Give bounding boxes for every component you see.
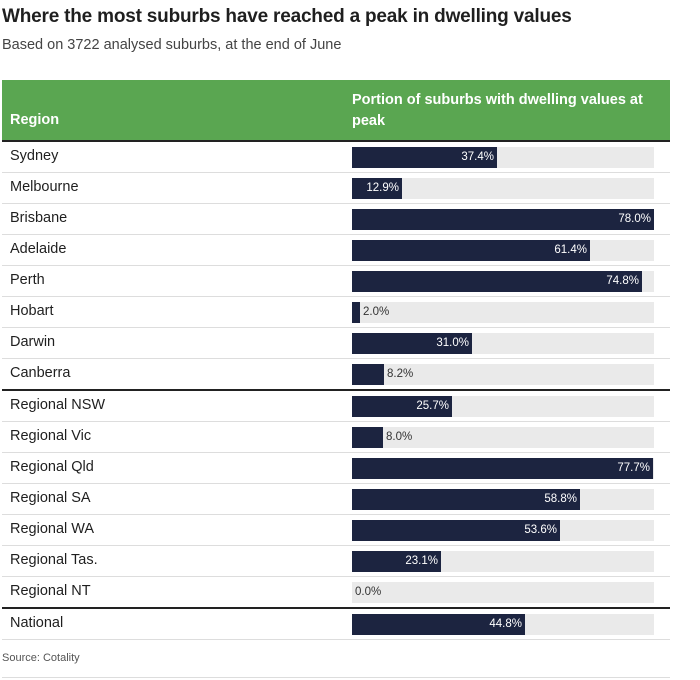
bar-track: 77.7% [352, 458, 654, 479]
bar [352, 614, 525, 635]
bar-track: 2.0% [352, 302, 654, 323]
bar [352, 520, 560, 541]
value-label: 25.7% [416, 400, 449, 412]
value-label: 2.0% [363, 306, 390, 318]
table-row: Regional NT 0.0% [2, 577, 670, 609]
bar-track: 8.0% [352, 427, 654, 448]
bar [352, 147, 497, 168]
region-label: Regional NSW [10, 397, 106, 413]
chart-title: Where the most suburbs have reached a pe… [2, 6, 572, 27]
table-header: Region Portion of suburbs with dwelling … [2, 80, 670, 142]
table-row: Perth 74.8% [2, 266, 670, 297]
region-label: Regional Tas. [10, 552, 98, 568]
bar [352, 551, 441, 572]
value-label: 12.9% [366, 182, 399, 194]
region-label: Melbourne [10, 179, 79, 195]
region-label: Sydney [10, 148, 59, 164]
source-note: Source: Cotality [2, 652, 80, 664]
region-label: Perth [10, 272, 45, 288]
value-label: 61.4% [554, 244, 587, 256]
bar-track: 0.0% [352, 582, 654, 603]
region-label: Brisbane [10, 210, 68, 226]
bar-track: 44.8% [352, 614, 654, 635]
bar-track: 58.8% [352, 489, 654, 510]
region-label: National [10, 615, 64, 631]
table-row: Brisbane 78.0% [2, 204, 670, 235]
bar-track: 31.0% [352, 333, 654, 354]
bar [352, 271, 642, 292]
bar [352, 209, 654, 230]
value-label: 53.6% [524, 524, 557, 536]
bar-track: 74.8% [352, 271, 654, 292]
region-label: Canberra [10, 365, 71, 381]
value-label: 8.0% [386, 431, 413, 443]
bar [352, 333, 472, 354]
bar [352, 427, 383, 448]
table-row: Adelaide 61.4% [2, 235, 670, 266]
bar [352, 178, 402, 199]
region-label: Hobart [10, 303, 54, 319]
region-label: Adelaide [10, 241, 67, 257]
bar-track: 12.9% [352, 178, 654, 199]
bar-track: 61.4% [352, 240, 654, 261]
region-label: Regional WA [10, 521, 95, 537]
table-row: Regional SA 58.8% [2, 484, 670, 515]
bar [352, 240, 590, 261]
table-row: Canberra 8.2% [2, 359, 670, 391]
bar [352, 364, 384, 385]
table-row: Regional Tas. 23.1% [2, 546, 670, 577]
chart-subtitle: Based on 3722 analysed suburbs, at the e… [2, 37, 342, 53]
table-row: Regional Vic 8.0% [2, 422, 670, 453]
value-label: 77.7% [617, 462, 650, 474]
table-row: Regional Qld 77.7% [2, 453, 670, 484]
bar-track: 23.1% [352, 551, 654, 572]
table-row: Sydney 37.4% [2, 142, 670, 173]
bar-track: 8.2% [352, 364, 654, 385]
bar [352, 458, 653, 479]
footer-divider [2, 677, 670, 678]
value-label: 8.2% [387, 368, 414, 380]
value-label: 23.1% [405, 555, 438, 567]
column-header-region: Region [10, 112, 60, 128]
region-label: Regional NT [10, 583, 91, 599]
bar [352, 489, 580, 510]
value-label: 31.0% [436, 337, 469, 349]
bar-track: 78.0% [352, 209, 654, 230]
bar-track: 53.6% [352, 520, 654, 541]
value-label: 74.8% [606, 275, 639, 287]
region-label: Regional Vic [10, 428, 92, 444]
table-row: Regional WA 53.6% [2, 515, 670, 546]
region-label: Regional Qld [10, 459, 94, 475]
table-row: Melbourne 12.9% [2, 173, 670, 204]
bar [352, 302, 360, 323]
column-header-portion: Portion of suburbs with dwelling values … [352, 92, 643, 129]
table-row: Darwin 31.0% [2, 328, 670, 359]
value-label: 78.0% [618, 213, 651, 225]
table-row: Hobart 2.0% [2, 297, 670, 328]
value-label: 37.4% [461, 151, 494, 163]
region-label: Darwin [10, 334, 56, 350]
value-label: 44.8% [489, 618, 522, 630]
bar-track: 37.4% [352, 147, 654, 168]
value-label: 58.8% [544, 493, 577, 505]
region-label: Regional SA [10, 490, 91, 506]
table-row: National 44.8% [2, 609, 670, 640]
bar [352, 396, 452, 417]
data-table: Region Portion of suburbs with dwelling … [2, 80, 670, 640]
table-row: Regional NSW 25.7% [2, 391, 670, 422]
bar-track: 25.7% [352, 396, 654, 417]
value-label: 0.0% [355, 586, 382, 598]
table-body: Sydney 37.4% Melbourne 12.9% Brisbane 78.0% Ad… [2, 142, 670, 640]
